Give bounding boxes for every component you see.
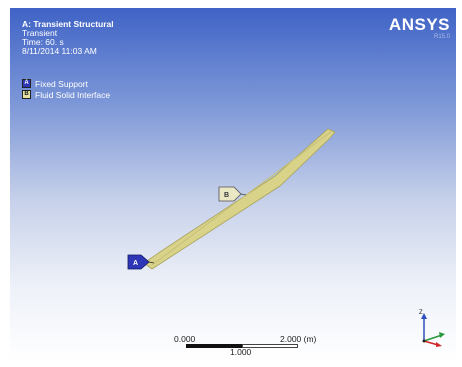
triad-axis-label: Z bbox=[419, 310, 423, 316]
legend-swatch-b: B bbox=[22, 90, 31, 99]
analysis-date: 8/11/2014 11:03 AM bbox=[22, 46, 97, 56]
scale-mid-label: 1.000 bbox=[230, 347, 252, 357]
scale-bar-light bbox=[242, 344, 298, 348]
beam-body[interactable] bbox=[143, 128, 336, 270]
scale-end-label: 2.000 (m) bbox=[280, 334, 317, 344]
fixed-support-marker[interactable]: A bbox=[127, 254, 155, 270]
analysis-time: Time: 60. s bbox=[22, 37, 64, 47]
logo-version: R15.0 bbox=[433, 34, 450, 40]
analysis-info: A: Transient Structural Transient Time: … bbox=[22, 20, 114, 56]
analysis-type: Transient bbox=[22, 28, 58, 38]
legend-label: Fixed Support bbox=[35, 78, 88, 89]
analysis-title: A: Transient Structural bbox=[22, 19, 114, 29]
model-geometry[interactable]: A B bbox=[10, 8, 456, 360]
boundary-legend: A Fixed Support B Fluid Solid Interface bbox=[22, 78, 110, 100]
ansys-logo: ANSYS R15.0 bbox=[389, 16, 450, 41]
triad-icon: Z bbox=[419, 310, 445, 347]
fluid-solid-tag-label: B bbox=[224, 192, 229, 199]
coordinate-triad[interactable]: Z bbox=[418, 307, 448, 352]
fluid-solid-interface-marker[interactable]: B bbox=[218, 186, 247, 202]
scale-start-label: 0.000 bbox=[174, 334, 196, 344]
legend-swatch-a: A bbox=[22, 79, 31, 88]
legend-label: Fluid Solid Interface bbox=[35, 89, 111, 100]
legend-item-fixed-support[interactable]: A Fixed Support bbox=[22, 78, 110, 89]
graphics-viewport[interactable]: A: Transient Structural Transient Time: … bbox=[10, 8, 456, 360]
scale-bar-dark bbox=[186, 344, 242, 348]
scale-bar: 0.000 2.000 (m) 1.000 bbox=[168, 330, 318, 357]
fixed-support-tag-label: A bbox=[133, 260, 138, 267]
legend-item-fluid-solid-interface[interactable]: B Fluid Solid Interface bbox=[22, 89, 110, 100]
logo-brand: ANSYS bbox=[388, 15, 450, 34]
